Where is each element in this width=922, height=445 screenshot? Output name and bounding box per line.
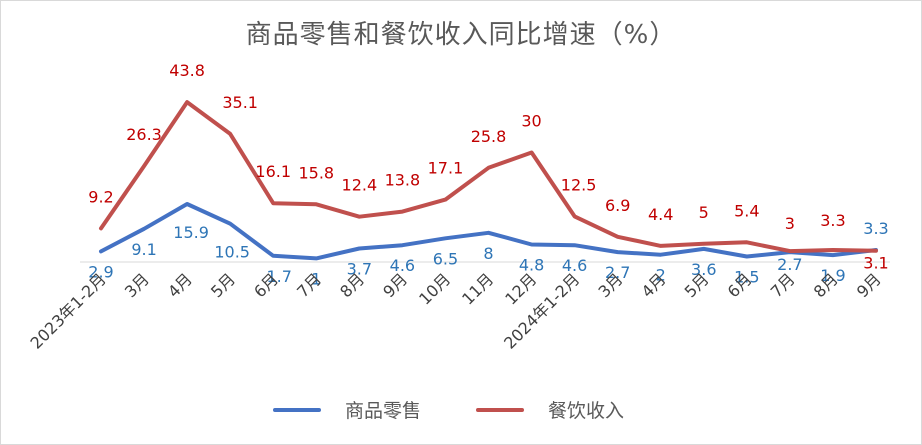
data-point — [142, 164, 146, 168]
data-label: 8 — [483, 244, 493, 263]
data-label: 3.1 — [863, 254, 888, 273]
x-tick-label: 4月 — [164, 269, 196, 301]
data-point — [573, 243, 577, 247]
data-label: 13.8 — [385, 171, 421, 190]
data-label: 4.4 — [648, 205, 673, 224]
data-label: 1 — [311, 269, 321, 288]
data-point — [573, 214, 577, 218]
series-canyin-shouru — [99, 100, 878, 254]
data-label: 1.7 — [266, 267, 291, 286]
data-point — [616, 235, 620, 239]
x-tick-label: 5月 — [207, 269, 239, 301]
data-label: 9.1 — [131, 240, 156, 259]
legend: 商品零售 餐饮收入 — [273, 400, 624, 422]
data-label: 2.7 — [605, 263, 630, 282]
data-point — [185, 202, 189, 206]
data-label: 3.3 — [863, 219, 888, 238]
data-point — [702, 247, 706, 251]
data-label: 17.1 — [428, 159, 464, 178]
data-point — [314, 202, 318, 206]
data-label: 16.1 — [255, 162, 291, 181]
data-point — [357, 215, 361, 219]
legend-label: 餐饮收入 — [548, 400, 624, 422]
x-tick-label: 3月 — [121, 269, 153, 301]
data-point — [487, 166, 491, 170]
data-label: 25.8 — [471, 127, 507, 146]
data-label: 12.4 — [342, 176, 378, 195]
data-point — [745, 255, 749, 259]
data-point — [443, 236, 447, 240]
data-labels: 2.9 9.1 15.9 10.5 1.7 1 3.7 4.6 6.5 8 4.8 4.6 2.7 2 3.… — [88, 61, 888, 288]
data-point — [142, 227, 146, 231]
data-label: 4.8 — [519, 255, 544, 274]
data-label: 2 — [656, 266, 666, 285]
data-point — [487, 231, 491, 235]
data-label: 12.5 — [561, 175, 597, 194]
data-point — [702, 242, 706, 246]
data-point — [228, 132, 232, 136]
data-label: 15.9 — [173, 223, 209, 242]
data-point — [99, 226, 103, 230]
data-point — [874, 249, 878, 253]
data-point — [788, 249, 792, 253]
data-point — [185, 100, 189, 104]
data-point — [659, 244, 663, 248]
data-label: 5.4 — [734, 201, 759, 220]
x-tick-label: 12月 — [501, 269, 540, 308]
data-point — [271, 254, 275, 258]
data-label: 1.9 — [820, 266, 845, 285]
data-label: 30 — [521, 112, 541, 131]
data-label: 26.3 — [126, 125, 162, 144]
data-label: 2.7 — [777, 255, 802, 274]
data-label: 15.8 — [298, 163, 334, 182]
legend-label: 商品零售 — [345, 400, 421, 422]
data-label: 6.9 — [605, 196, 630, 215]
data-point — [443, 198, 447, 202]
data-label: 5 — [699, 203, 709, 222]
data-point — [314, 256, 318, 260]
data-label: 35.1 — [222, 93, 258, 112]
data-point — [357, 246, 361, 250]
series-line — [99, 202, 878, 261]
data-point — [99, 249, 103, 253]
data-point — [745, 240, 749, 244]
data-label: 1.5 — [734, 268, 759, 287]
data-point — [228, 222, 232, 226]
data-label: 4.6 — [390, 256, 415, 275]
data-label: 2.9 — [88, 262, 113, 281]
data-label: 4.6 — [562, 256, 587, 275]
x-tick-label: 11月 — [458, 269, 497, 308]
data-label: 6.5 — [433, 249, 458, 268]
data-label: 3 — [785, 214, 795, 233]
data-point — [616, 250, 620, 254]
data-label: 3.7 — [347, 259, 372, 278]
data-point — [530, 151, 534, 155]
series-line — [99, 100, 878, 254]
data-point — [271, 201, 275, 205]
x-tick-label: 2023年1-2月 — [26, 269, 109, 352]
data-point — [831, 253, 835, 257]
data-label: 10.5 — [214, 243, 250, 262]
x-tick-label: 10月 — [415, 269, 454, 308]
data-label: 3.3 — [820, 211, 845, 230]
data-label: 3.6 — [691, 260, 716, 279]
x-tick-label: 9月 — [853, 269, 885, 301]
data-label: 9.2 — [88, 187, 113, 206]
data-point — [831, 248, 835, 252]
data-point — [400, 210, 404, 214]
data-point — [400, 243, 404, 247]
data-point — [659, 253, 663, 257]
series-shangpin-lingshou — [99, 202, 878, 261]
chart-title: 商品零售和餐饮收入同比增速（%） — [245, 20, 677, 50]
x-tick-label: 2024年1-2月 — [500, 269, 583, 352]
data-label: 43.8 — [169, 61, 205, 80]
x-tick-label: 7月 — [767, 269, 799, 301]
data-point — [530, 242, 534, 246]
